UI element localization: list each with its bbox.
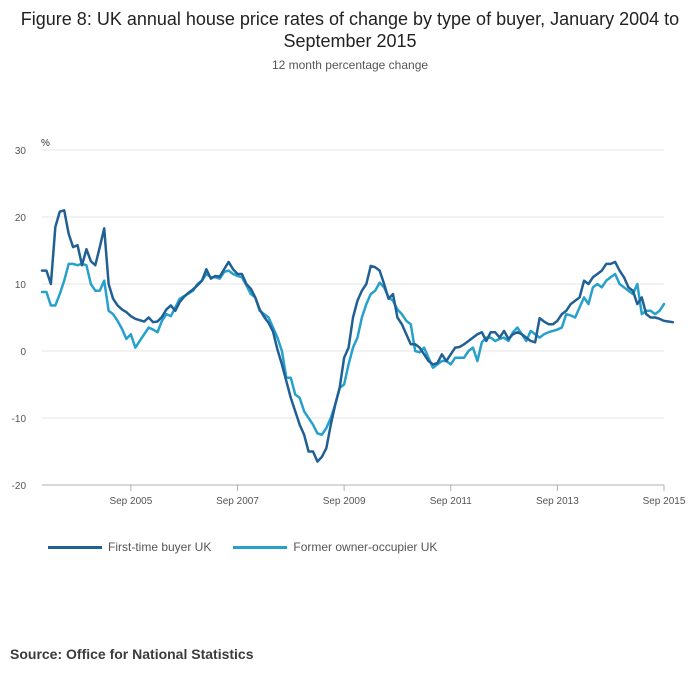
line-chart: 30 20 10 0 -10 -20 % Sep 2005 Sep 2007 Sep 2009… [12, 138, 686, 507]
x-tick-label: Sep 2015 [643, 496, 686, 507]
legend-swatch-first-time-buyer [48, 545, 102, 549]
x-tick-label: Sep 2009 [323, 496, 366, 507]
y-tick-label: 30 [15, 146, 27, 157]
legend-item-first-time-buyer[interactable]: First-time buyer UK [48, 540, 211, 554]
y-tick-label: 10 [15, 280, 27, 291]
y-tick-label: -10 [12, 414, 27, 425]
chart-title: Figure 8: UK annual house price rates of… [20, 9, 680, 51]
x-tick-label: Sep 2005 [109, 496, 152, 507]
x-tick-label: Sep 2007 [216, 496, 259, 507]
y-axis-ticks: 30 20 10 0 -10 -20 [12, 146, 27, 492]
x-tick-label: Sep 2013 [536, 496, 579, 507]
series-line-first-time-buyer[interactable] [40, 209, 675, 463]
series-lines [40, 209, 675, 463]
legend-item-former-owner-occupier[interactable]: Former owner-occupier UK [233, 540, 437, 554]
chart-subtitle: 12 month percentage change [271, 58, 429, 72]
y-axis-unit-label: % [41, 138, 50, 149]
x-tick-label: Sep 2011 [430, 496, 473, 507]
y-tick-label: 20 [15, 213, 27, 224]
source-note: Source: Office for National Statistics [10, 646, 254, 662]
legend-swatch-former-owner-occupier [233, 545, 288, 549]
y-tick-label: 0 [20, 347, 26, 358]
series-line-former-owner-occupier[interactable] [40, 262, 666, 436]
legend: First-time buyer UK Former owner-occupie… [48, 540, 437, 554]
legend-label-former-owner-occupier: Former owner-occupier UK [293, 540, 438, 554]
y-tick-label: -20 [12, 481, 27, 492]
x-axis: Sep 2005 Sep 2007 Sep 2009 Sep 2011 Sep 2013… [109, 485, 686, 507]
legend-label-first-time-buyer: First-time buyer UK [108, 540, 212, 554]
